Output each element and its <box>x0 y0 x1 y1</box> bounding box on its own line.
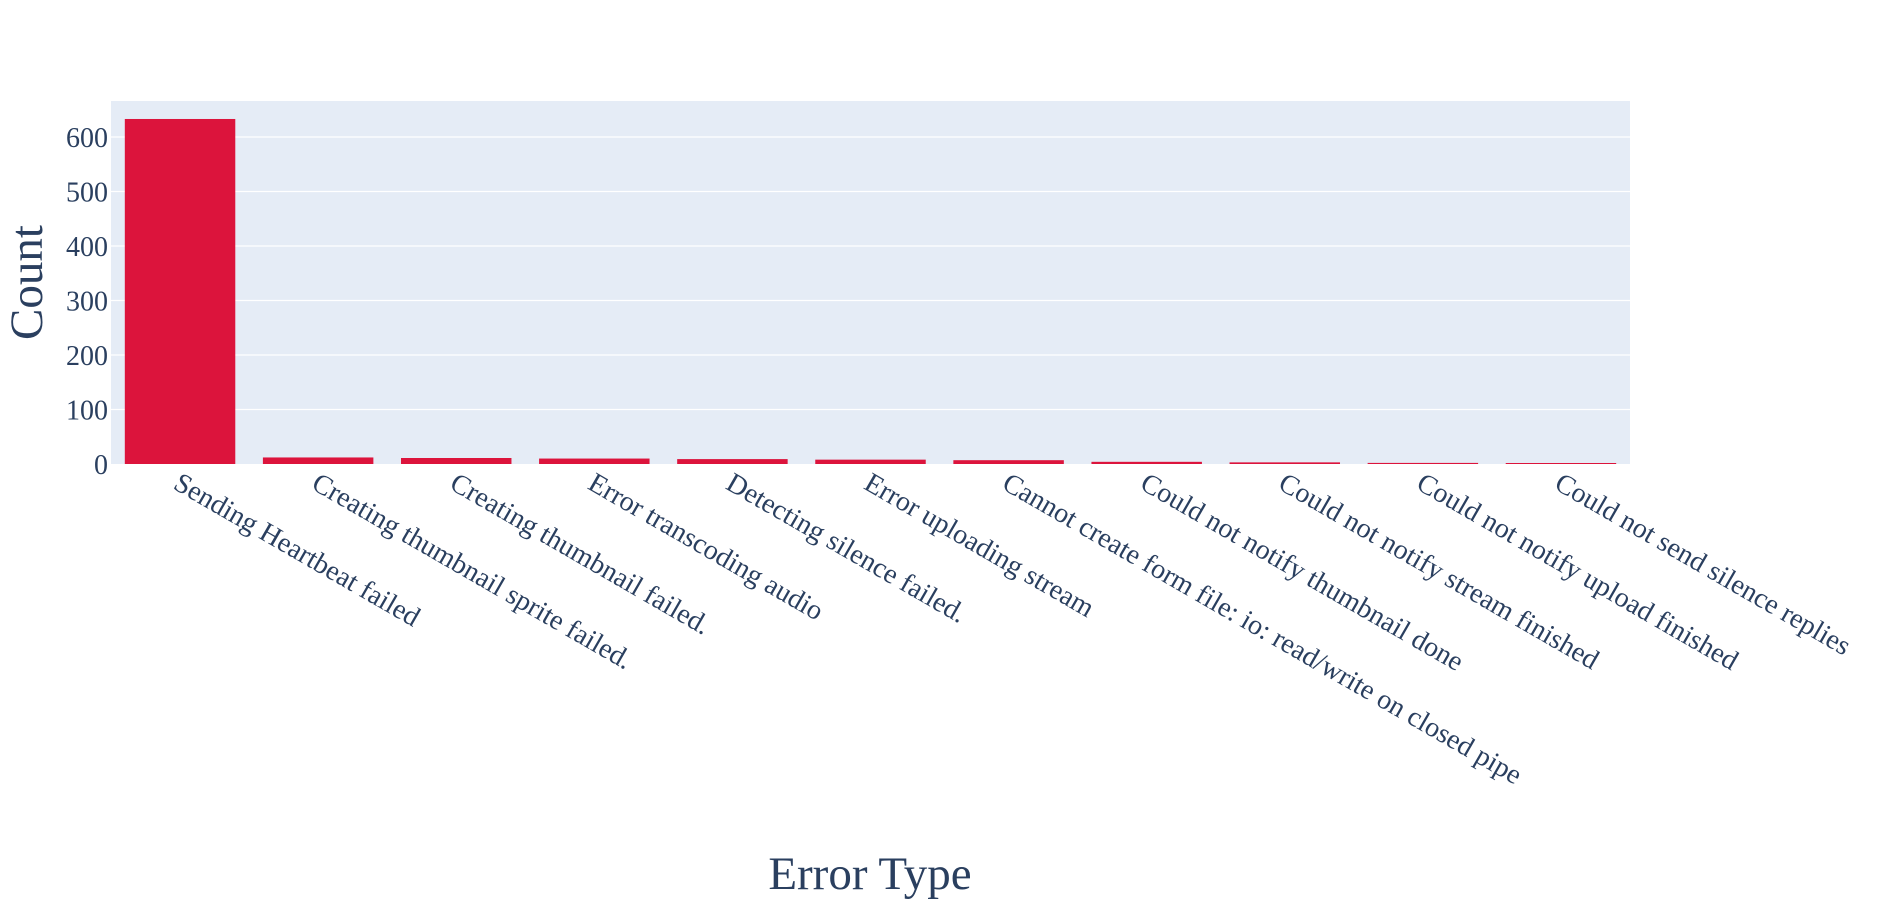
y-tick-label: 100 <box>66 395 108 426</box>
bar <box>400 458 512 464</box>
x-tick-label: Error transcoding audio <box>583 467 829 627</box>
y-axis-ticks: 0 100 200 300 400 500 600 <box>66 123 108 481</box>
y-tick-label: 300 <box>66 286 108 317</box>
bar <box>677 459 788 464</box>
y-tick-label: 400 <box>66 232 108 263</box>
bars <box>124 118 1617 465</box>
bar <box>815 459 926 464</box>
y-tick-label: 600 <box>66 123 108 154</box>
y-tick-label: 500 <box>66 177 108 208</box>
bar <box>953 460 1064 464</box>
x-axis-title: Error Type <box>768 848 971 899</box>
x-tick-label: Detecting silence failed. <box>721 467 971 630</box>
plot-background <box>111 101 1630 464</box>
x-tick-label: Cannot create form file: io: read/write … <box>997 467 1527 791</box>
bar <box>1229 462 1341 464</box>
bar <box>1091 461 1202 464</box>
x-tick-label: Error uploading stream <box>859 467 1100 624</box>
bar <box>124 118 236 465</box>
bar <box>262 457 374 464</box>
bar <box>539 458 650 464</box>
y-axis-title: Count <box>1 225 53 340</box>
bar <box>1505 463 1617 464</box>
gridlines <box>111 136 1630 411</box>
bar <box>1367 462 1479 464</box>
x-tick-label: Sending Heartbeat failed <box>169 467 426 633</box>
y-tick-label: 0 <box>94 450 108 481</box>
y-tick-label: 200 <box>66 341 108 372</box>
